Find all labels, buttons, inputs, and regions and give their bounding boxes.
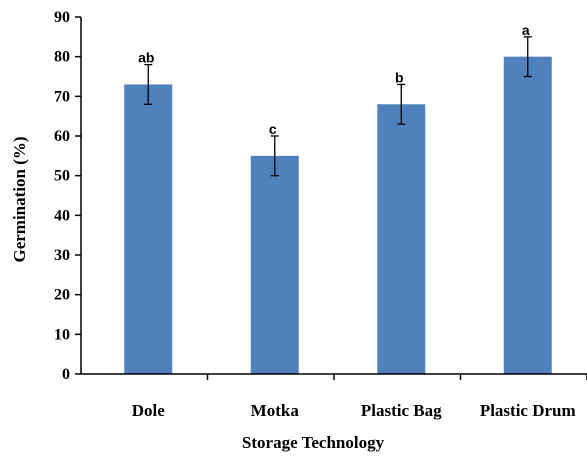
bars	[124, 56, 552, 375]
y-axis-title: Germination (%)	[10, 136, 29, 262]
x-category-label: Motka	[251, 401, 300, 420]
x-category-label: Plastic Drum	[480, 401, 576, 420]
y-tick-label: 0	[62, 366, 70, 383]
x-category-label: Dole	[132, 401, 166, 420]
bar-dole	[124, 84, 173, 374]
significance-label: a	[522, 22, 530, 38]
significance-labels: ab c b a	[138, 22, 530, 137]
bar-motka	[250, 155, 299, 374]
y-tick-label: 70	[54, 88, 70, 105]
bar-plastic-drum	[503, 56, 552, 375]
y-tick-label: 60	[54, 128, 70, 145]
y-tick-label: 10	[54, 326, 70, 343]
y-axis-ticks: 0 10 20 30 40 50 60 70 80 90	[54, 9, 81, 383]
y-tick-label: 20	[54, 287, 70, 304]
y-tick-label: 50	[54, 168, 70, 185]
y-tick-label: 30	[54, 247, 70, 264]
x-axis-labels: Dole Motka Plastic Bag Plastic Drum	[132, 401, 576, 420]
axes	[80, 17, 587, 380]
error-bars	[144, 36, 532, 177]
significance-label: ab	[138, 50, 154, 66]
x-category-label: Plastic Bag	[361, 401, 442, 420]
y-tick-label: 40	[54, 207, 70, 224]
x-axis-title: Storage Technology	[242, 433, 385, 452]
significance-label: b	[395, 69, 404, 85]
significance-label: c	[269, 121, 277, 137]
bar-plastic-bag	[377, 104, 426, 375]
y-tick-label: 80	[54, 49, 70, 66]
y-tick-label: 90	[54, 9, 70, 26]
